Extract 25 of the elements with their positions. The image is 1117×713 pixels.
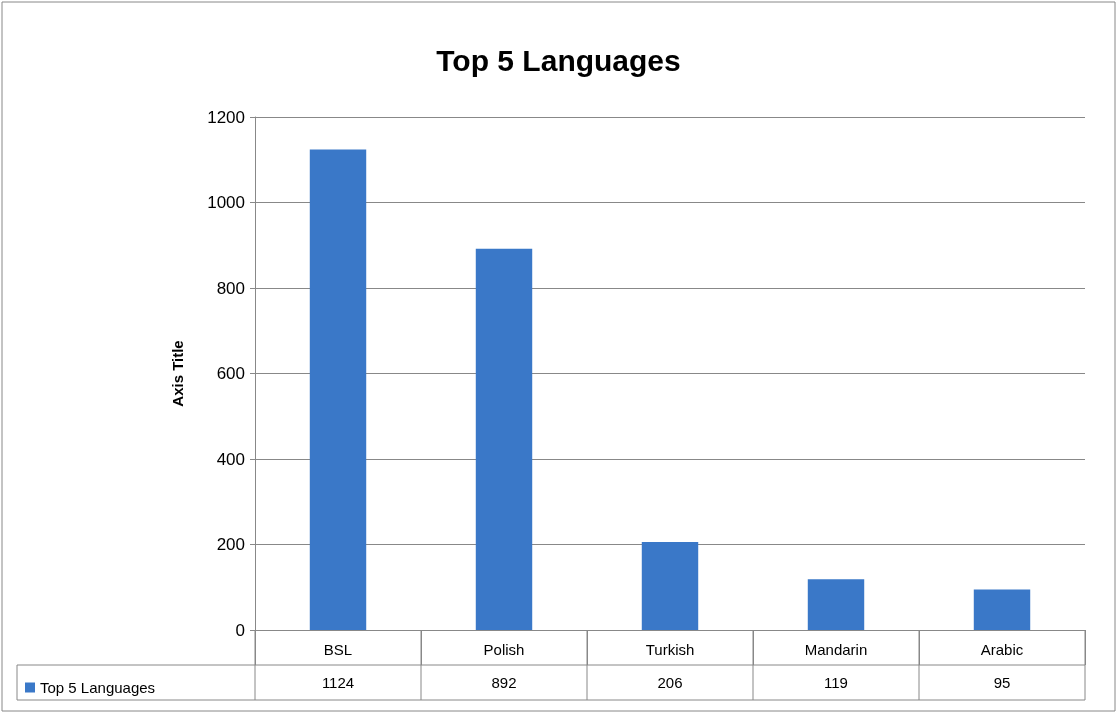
bar <box>807 579 865 630</box>
data-label: 119 <box>824 674 848 691</box>
y-tick-label: 1200 <box>207 107 245 127</box>
x-tick-label: Turkish <box>645 641 695 658</box>
x-tick-label: BSL <box>323 641 353 658</box>
x-tick-label: Mandarin <box>804 641 868 658</box>
y-tick-label: 0 <box>235 620 245 640</box>
x-tick-label: Arabic <box>980 641 1024 658</box>
bar <box>641 541 699 630</box>
data-label: 892 <box>491 674 517 691</box>
data-label: 95 <box>993 674 1011 691</box>
y-axis-title: Axis Title <box>169 340 186 407</box>
y-tick-label: 400 <box>216 449 245 469</box>
y-tick-label: 800 <box>216 278 245 298</box>
x-tick-label: Polish <box>483 641 525 658</box>
bar <box>309 149 367 630</box>
data-label: 206 <box>657 674 683 691</box>
chart-title: Top 5 Languages <box>436 43 681 77</box>
y-tick-label: 1000 <box>207 193 245 212</box>
y-tick-label: 600 <box>216 364 245 383</box>
legend-label: Top 5 Languages <box>40 679 156 696</box>
data-label: 1124 <box>321 674 355 691</box>
y-tick-label: 200 <box>216 535 245 554</box>
bar <box>475 248 533 630</box>
bar <box>973 589 1031 630</box>
